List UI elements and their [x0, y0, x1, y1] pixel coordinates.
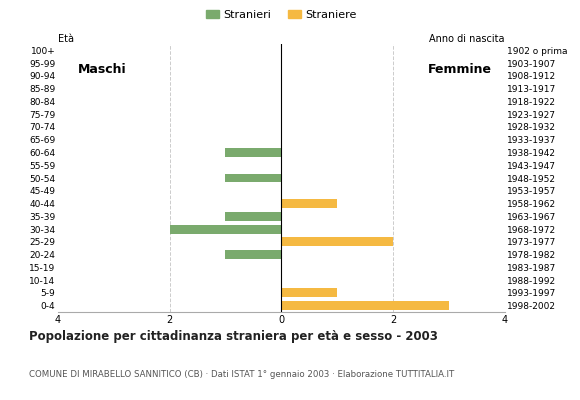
- Bar: [169, 224, 281, 234]
- Text: Femmine: Femmine: [428, 63, 492, 76]
- Text: Anno di nascita: Anno di nascita: [429, 34, 505, 44]
- Bar: [226, 174, 281, 182]
- Bar: [281, 301, 449, 310]
- Text: Età: Età: [58, 34, 74, 44]
- Text: Popolazione per cittadinanza straniera per età e sesso - 2003: Popolazione per cittadinanza straniera p…: [29, 330, 438, 343]
- Bar: [281, 237, 393, 246]
- Legend: Stranieri, Straniere: Stranieri, Straniere: [201, 6, 361, 24]
- Bar: [226, 212, 281, 221]
- Bar: [281, 199, 337, 208]
- Text: Maschi: Maschi: [78, 63, 127, 76]
- Bar: [226, 148, 281, 157]
- Text: COMUNE DI MIRABELLO SANNITICO (CB) · Dati ISTAT 1° gennaio 2003 · Elaborazione T: COMUNE DI MIRABELLO SANNITICO (CB) · Dat…: [29, 370, 454, 379]
- Bar: [226, 250, 281, 259]
- Bar: [281, 288, 337, 297]
